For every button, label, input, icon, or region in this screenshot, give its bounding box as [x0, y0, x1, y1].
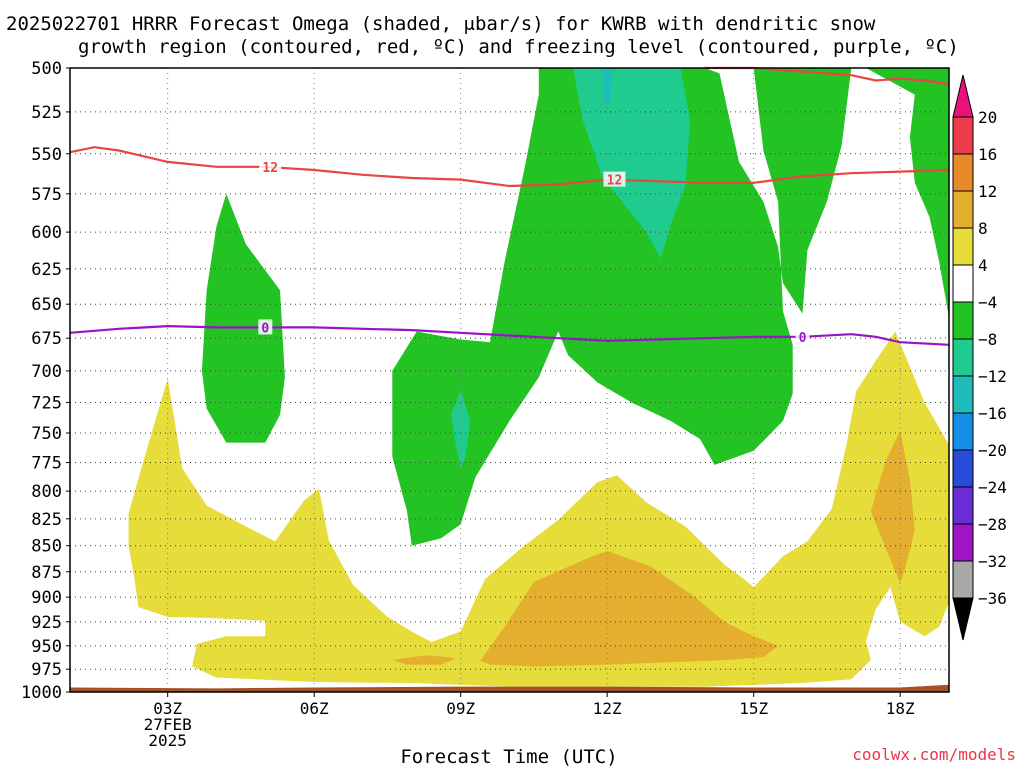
contour-label-bg-2: [258, 319, 273, 335]
x-tick-label-12Z-0: 12Z: [593, 699, 622, 718]
x-tick-label-03Z-2: 2025: [148, 731, 187, 750]
omega-region-5: [392, 68, 852, 546]
colorbar: 20 16 12 8 4 −4 −8 −12 −16 −20 −24 −28 −32 −36: [952, 74, 1007, 641]
y-tick-label-925: 925: [31, 613, 62, 633]
colorbar-label-10: −24: [978, 478, 1007, 497]
colorbar-box-2: [952, 190, 974, 229]
contour-line-1: [69, 324, 950, 346]
x-tick-label-09Z-0: 09Z: [446, 699, 475, 718]
contour-labels: 12 12 0 0: [258, 158, 810, 346]
colorbar-box-10: [952, 486, 974, 525]
colorbar-box-0: [952, 116, 974, 155]
y-tick-label-750: 750: [31, 424, 62, 444]
colorbar-label-11: −28: [978, 515, 1007, 534]
omega-region-6: [866, 68, 949, 318]
colorbar-over-arrow: [952, 74, 974, 118]
y-tick-label-625: 625: [31, 260, 62, 280]
contour-label-bg-1: [603, 171, 626, 187]
y-tick-label-800: 800: [31, 482, 62, 502]
colorbar-label-9: −20: [978, 441, 1007, 460]
colorbar-label-4: 4: [978, 256, 988, 275]
y-tick-label-700: 700: [31, 362, 62, 382]
colorbar-under-arrow: [952, 597, 974, 641]
omega-shading: [128, 68, 950, 687]
credit-text: coolwx.com/models: [852, 745, 1016, 764]
colorbar-box-8: [952, 412, 974, 451]
colorbar-box-4: [952, 264, 974, 303]
colorbar-label-7: −12: [978, 367, 1007, 386]
terrain-fill: [70, 684, 949, 692]
y-axis: 500 525 550 575 600 625 650 675 700 725 750 775 800 8…: [21, 59, 70, 703]
y-tick-label-650: 650: [31, 295, 62, 315]
grid-lines: [70, 68, 949, 692]
y-tick-label-950: 950: [31, 637, 62, 657]
colorbar-label-2: 12: [978, 182, 997, 201]
y-tick-label-575: 575: [31, 185, 62, 205]
y-tick-label-825: 825: [31, 510, 62, 530]
colorbar-box-5: [952, 301, 974, 340]
contour-label-2: 0: [261, 321, 269, 336]
colorbar-box-7: [952, 375, 974, 414]
plot-frame: [69, 67, 950, 693]
contour-label-bg-0: [259, 158, 282, 174]
colorbar-box-3: [952, 227, 974, 266]
colorbar-label-13: −36: [978, 589, 1007, 608]
omega-region-0: [128, 331, 950, 687]
y-tick-label-900: 900: [31, 588, 62, 608]
omega-region-7: [573, 68, 691, 259]
colorbar-box-12: [952, 560, 974, 599]
title-line-1: 2025022701 HRRR Forecast Omega (shaded, …: [6, 13, 876, 35]
x-tick-label-18Z-0: 18Z: [886, 699, 915, 718]
y-tick-label-1000: 1000: [21, 683, 62, 703]
terrain-strip: [70, 684, 949, 692]
y-tick-label-550: 550: [31, 145, 62, 165]
colorbar-box-11: [952, 523, 974, 562]
omega-region-8: [450, 390, 471, 469]
y-tick-label-850: 850: [31, 537, 62, 557]
omega-region-9: [602, 68, 613, 104]
y-tick-label-975: 975: [31, 660, 62, 680]
colorbar-label-12: −32: [978, 552, 1007, 571]
x-tick-label-03Z-0: 03Z: [153, 699, 182, 718]
colorbar-box-9: [952, 449, 974, 488]
x-axis-title: Forecast Time (UTC): [400, 746, 617, 768]
colorbar-label-0: 20: [978, 108, 997, 127]
y-tick-label-775: 775: [31, 454, 62, 474]
y-tick-label-500: 500: [31, 59, 62, 79]
x-tick-label-03Z-1: 27FEB: [144, 715, 192, 734]
contour-label-0: 12: [262, 161, 278, 176]
colorbar-label-6: −8: [978, 330, 997, 349]
omega-region-3: [870, 430, 915, 583]
omega-region-2: [392, 655, 456, 665]
omega-region-1: [480, 551, 779, 667]
y-tick-label-725: 725: [31, 393, 62, 413]
contour-line-0: [69, 146, 950, 188]
x-tick-label-06Z-0: 06Z: [300, 699, 329, 718]
colorbar-label-5: −4: [978, 293, 997, 312]
colorbar-label-3: 8: [978, 219, 988, 238]
y-tick-label-875: 875: [31, 563, 62, 583]
colorbar-box-6: [952, 338, 974, 377]
colorbar-box-1: [952, 153, 974, 192]
contour-label-3: 0: [799, 331, 807, 346]
chart-title: 2025022701 HRRR Forecast Omega (shaded, …: [6, 13, 959, 58]
y-tick-label-600: 600: [31, 223, 62, 243]
colorbar-label-1: 16: [978, 145, 997, 164]
x-tick-label-15Z-0: 15Z: [739, 699, 768, 718]
plot-border: [69, 67, 950, 693]
contour-label-1: 12: [607, 174, 623, 189]
title-line-2: growth region (contoured, red, ºC) and f…: [78, 36, 959, 58]
contour-label-bg-3: [795, 328, 810, 344]
y-tick-label-525: 525: [31, 103, 62, 123]
omega-region-4: [201, 193, 285, 443]
colorbar-label-8: −16: [978, 404, 1007, 423]
y-tick-label-675: 675: [31, 329, 62, 349]
